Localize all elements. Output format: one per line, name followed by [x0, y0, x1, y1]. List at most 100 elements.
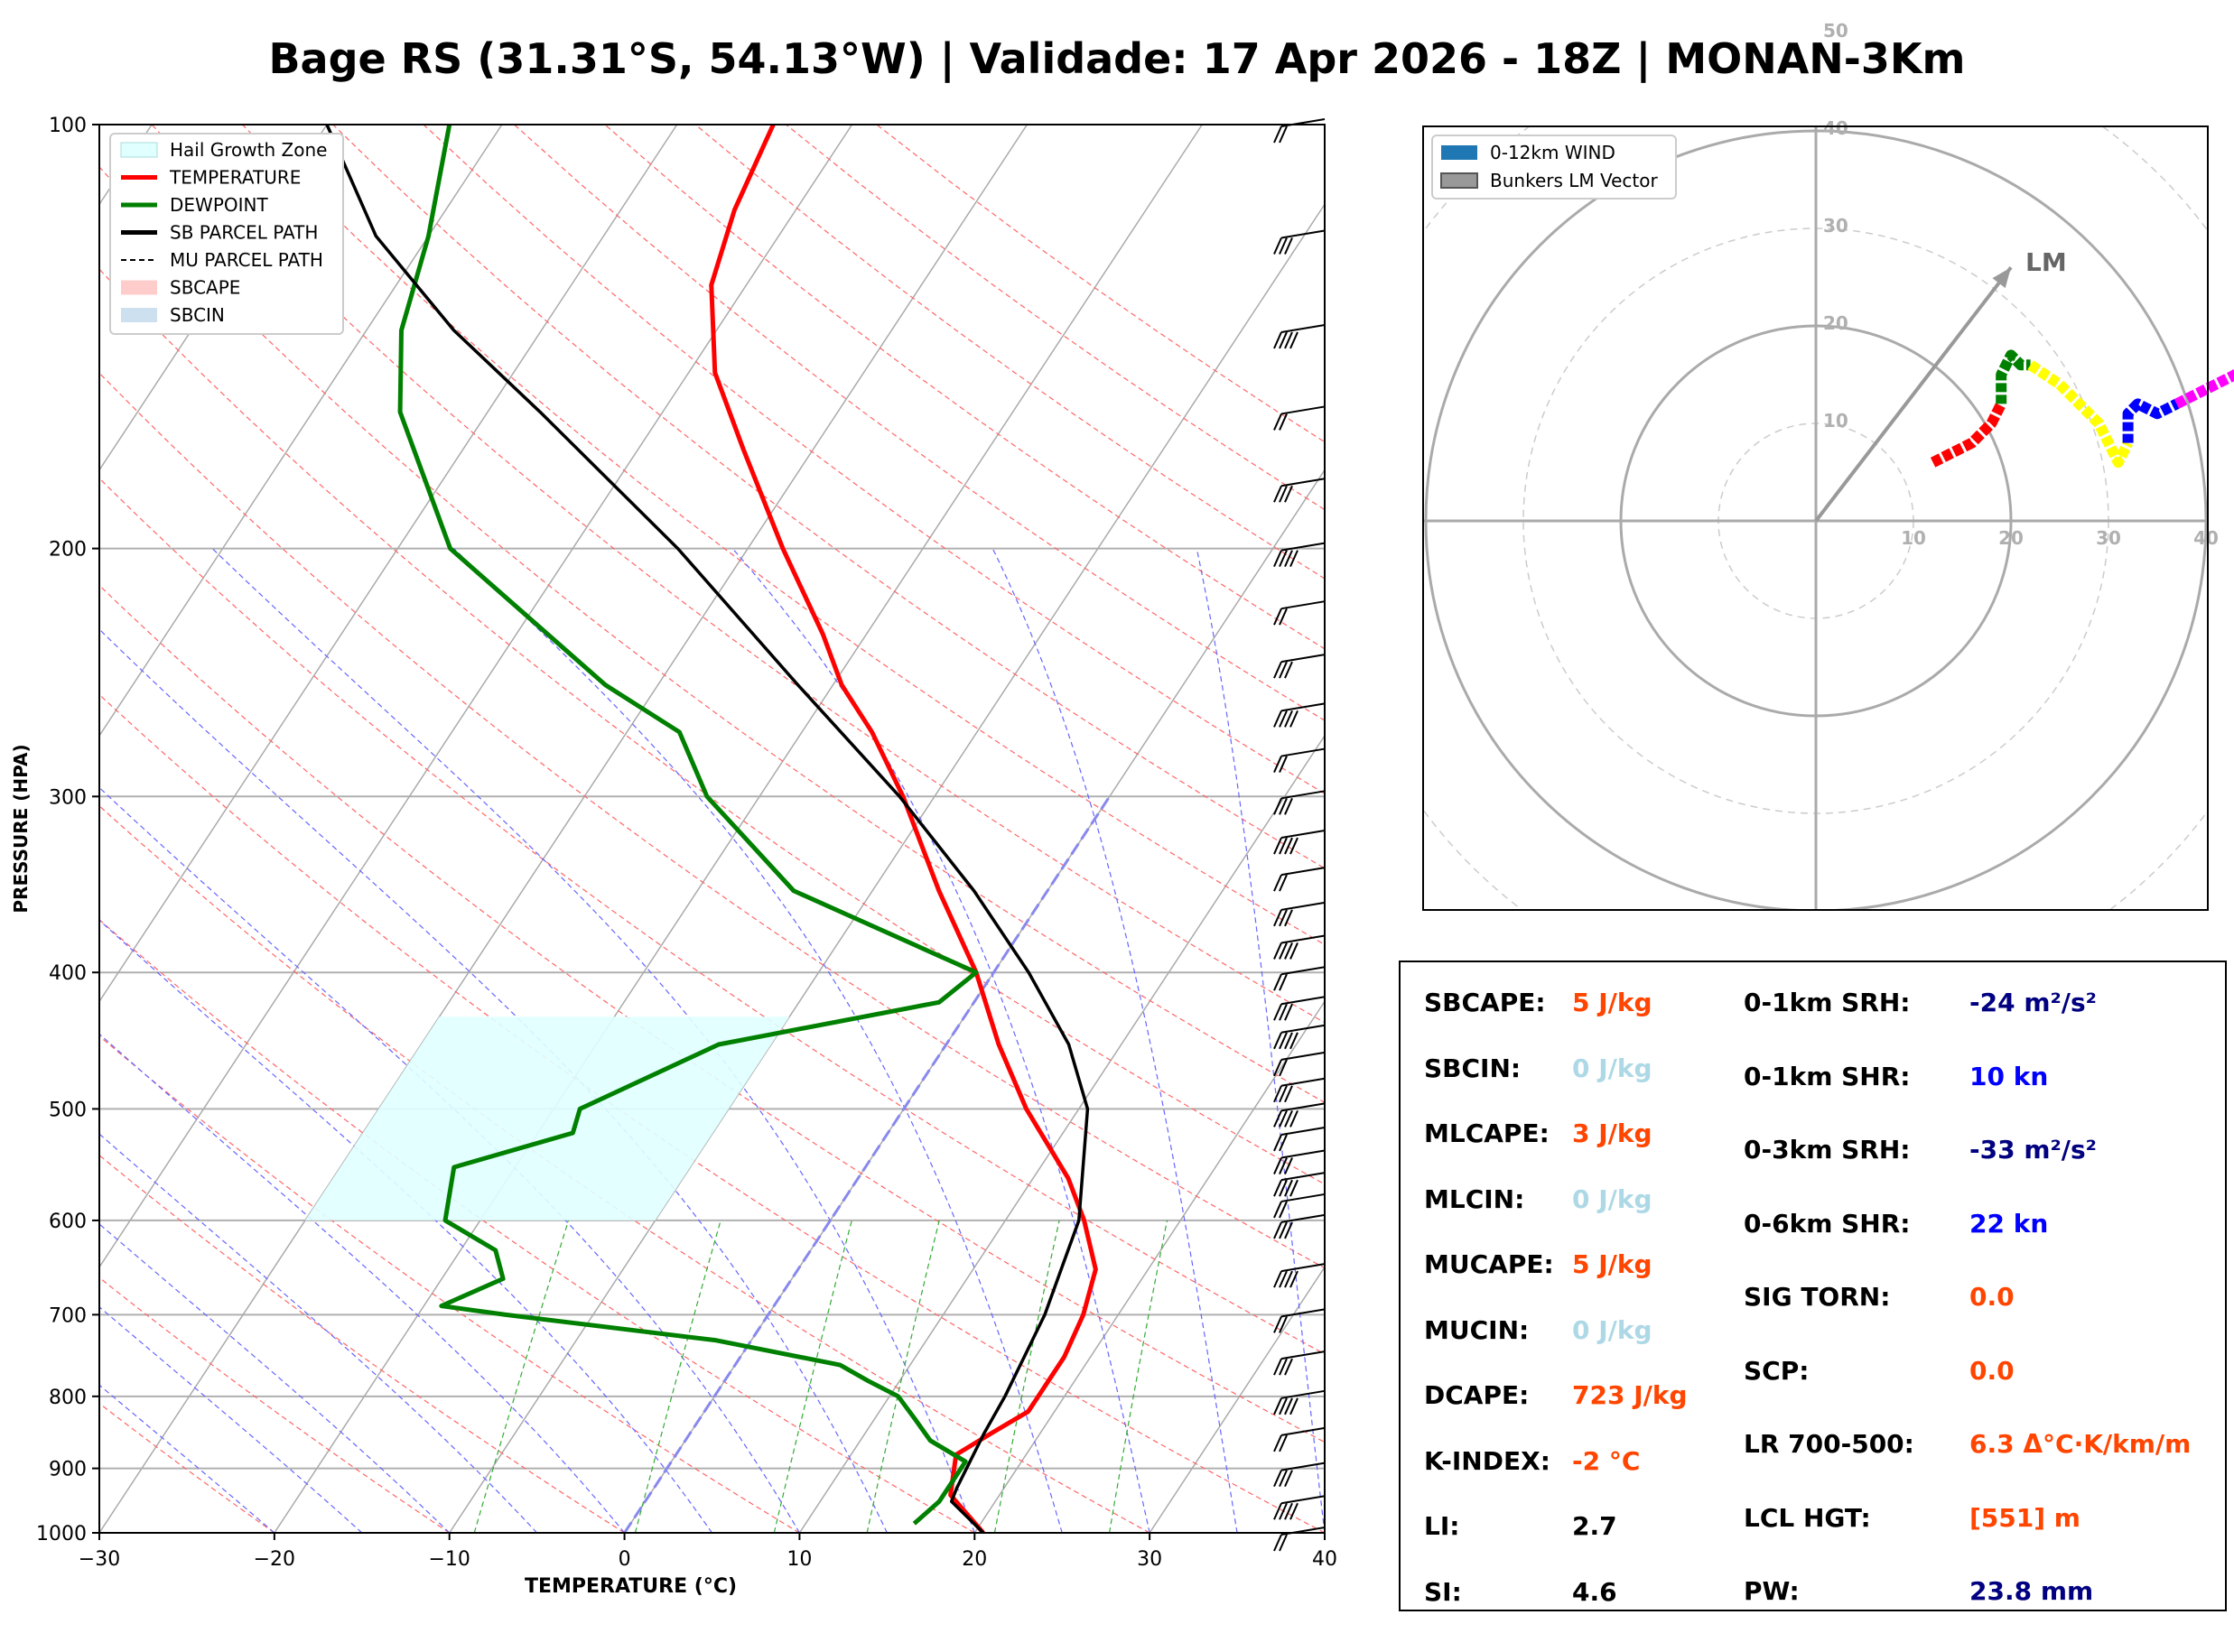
stat-label: MLCAPE: — [1424, 1118, 1550, 1148]
wind-barb-feather — [1273, 1059, 1282, 1077]
moist-adiabat — [99, 919, 712, 1533]
wind-barb — [1280, 996, 1326, 1006]
stat-value: 0.0 — [1969, 1282, 2015, 1312]
mixing-ratio-line — [634, 1220, 721, 1533]
isotherm-line — [99, 125, 853, 1269]
mixing-ratio-line — [473, 1220, 570, 1533]
wind-barb-feather — [1273, 874, 1282, 892]
chart-title: Bage RS (31.31°S, 54.13°W) | Validade: 1… — [268, 34, 1966, 83]
wind-barb-feather — [1279, 661, 1288, 679]
wind-barb-feather — [1273, 1358, 1282, 1376]
wind-barb-feather — [1273, 1397, 1282, 1415]
x-tick-label: 0 — [619, 1548, 631, 1571]
wind-barb — [1280, 1462, 1326, 1471]
wind-barb-feather — [1279, 1003, 1288, 1021]
isotherm-line — [1149, 1266, 1325, 1533]
stat-label: K-INDEX: — [1424, 1445, 1550, 1476]
sb-parcel-path-line — [325, 125, 1090, 1533]
x-tick-label: 20 — [962, 1548, 987, 1571]
stat-label: SCP: — [1744, 1355, 1810, 1386]
wind-barb-feather — [1273, 331, 1282, 349]
stat-label: 0-3km SRH: — [1744, 1135, 1911, 1165]
stat-value: -2 °C — [1572, 1445, 1641, 1476]
wind-barb-feather — [1279, 797, 1288, 815]
wind-barb-feather — [1279, 1157, 1288, 1174]
wind-barb-feather — [1279, 909, 1288, 927]
wind-barb-feather — [1279, 1315, 1288, 1333]
wind-barb-feather — [1284, 1221, 1293, 1239]
x-tick-label: −30 — [79, 1548, 120, 1571]
wind-barb-feather — [1279, 1085, 1288, 1103]
wind-barb-feather — [1284, 710, 1293, 728]
wind-barb — [1280, 1527, 1326, 1536]
x-tick-label: −20 — [254, 1548, 295, 1571]
wind-barb-feather — [1289, 1109, 1299, 1128]
wind-barb — [1280, 323, 1326, 333]
wind-barb — [1280, 1350, 1326, 1360]
legend-swatch — [121, 280, 157, 295]
wind-barb-feather — [1279, 1534, 1288, 1552]
dewpoint-line — [397, 125, 979, 1526]
stat-label: LCL HGT: — [1744, 1502, 1871, 1533]
wind-barb-feather — [1289, 1270, 1299, 1288]
wind-barb — [1280, 901, 1326, 911]
wind-barb-feather — [1284, 837, 1293, 855]
stat-label: PW: — [1744, 1576, 1800, 1606]
wind-barb — [1280, 405, 1326, 415]
dry-adiabat — [99, 693, 1325, 1533]
wind-barb-feather — [1284, 1003, 1293, 1021]
wind-barb-feather — [1279, 1179, 1288, 1197]
wind-barb-feather — [1279, 837, 1288, 855]
dry-adiabat — [99, 584, 1325, 1443]
dry-adiabat — [99, 477, 1325, 1355]
isotherm-line — [99, 125, 503, 738]
x-tick-label: 30 — [1137, 1548, 1162, 1571]
stat-value: 6.3 Δ°C·K/km/m — [1969, 1429, 2192, 1459]
wind-barb-feather — [1273, 1315, 1282, 1333]
wind-barb-feather — [1273, 1434, 1282, 1452]
wind-barb-feather — [1273, 1201, 1282, 1219]
wind-barb-feather — [1284, 1157, 1293, 1174]
wind-barb — [1280, 1213, 1326, 1223]
dry-adiabat — [514, 125, 1325, 721]
moist-adiabat — [991, 548, 1238, 1533]
wind-barb-feather — [1289, 837, 1299, 855]
dry-adiabat — [99, 1276, 451, 1533]
wind-barb-feather — [1289, 710, 1299, 728]
wind-barb-feather — [1273, 797, 1282, 815]
stat-value: 10 kn — [1969, 1061, 2049, 1091]
stat-value: 5 J/kg — [1572, 988, 1652, 1017]
stat-label: SIG TORN: — [1744, 1282, 1891, 1312]
wind-barb-feather — [1279, 710, 1288, 728]
wind-barb-feather — [1284, 909, 1293, 927]
wind-barb-feather — [1284, 797, 1293, 815]
wind-barb — [1280, 830, 1326, 840]
y-axis-label: PRESSURE (HPA) — [10, 744, 32, 913]
legend-label: SB PARCEL PATH — [170, 222, 318, 244]
wind-barb-feather — [1284, 1502, 1293, 1520]
wind-barb-feather — [1273, 1109, 1282, 1128]
legend-swatch — [121, 308, 157, 322]
moist-adiabat — [99, 1384, 275, 1533]
wind-barb-feather — [1279, 1134, 1288, 1152]
moist-adiabat — [99, 1306, 363, 1533]
wind-barb — [1280, 1193, 1326, 1202]
isotherm-line — [99, 125, 328, 472]
wind-barb-feather — [1273, 909, 1282, 927]
wind-barb — [1280, 702, 1326, 712]
wind-barb-feather — [1273, 837, 1282, 855]
wind-barb-feather — [1284, 1179, 1293, 1197]
dry-adiabat — [99, 1402, 275, 1533]
moist-adiabat — [1196, 548, 1325, 1533]
wind-barb-feather — [1284, 1085, 1293, 1103]
isotherm-line — [798, 734, 1325, 1533]
wind-barb-feather — [1279, 1397, 1288, 1415]
wind-barb-feather — [1273, 942, 1282, 960]
stat-label: 0-1km SRH: — [1744, 988, 1911, 1017]
wind-barb-feather — [1279, 608, 1288, 626]
wind-barb-feather — [1273, 1221, 1282, 1239]
stat-value: 22 kn — [1969, 1208, 2049, 1239]
stat-label: SI: — [1424, 1576, 1462, 1607]
wind-barb-feather — [1279, 1221, 1288, 1239]
stat-label: MLCIN: — [1424, 1183, 1525, 1214]
